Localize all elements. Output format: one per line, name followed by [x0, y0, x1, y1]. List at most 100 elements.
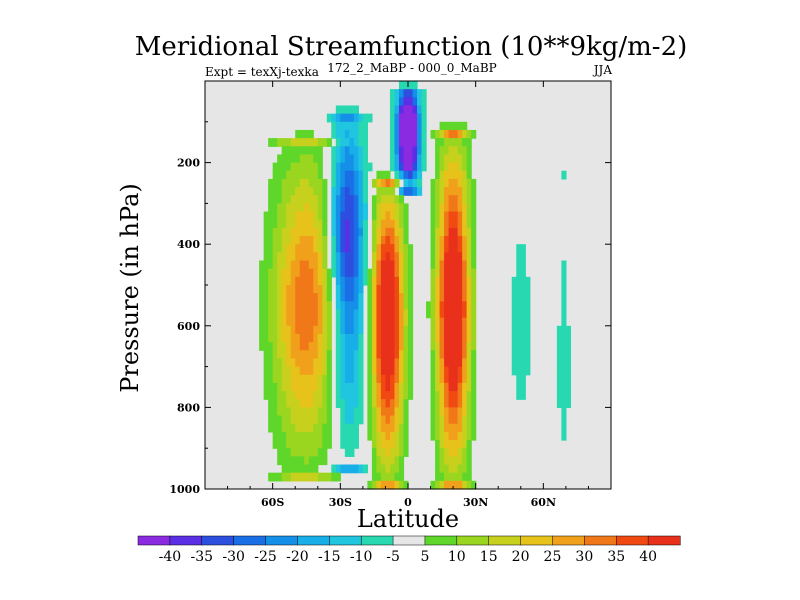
contour-cell [295, 178, 301, 188]
contour-cell [435, 440, 441, 449]
contour-cell [313, 382, 319, 392]
contour-cell [281, 317, 287, 327]
contour-cell [317, 170, 323, 180]
contour-cell [335, 260, 341, 270]
contour-cell [304, 391, 310, 400]
contour-cell [349, 138, 355, 147]
contour-cell [322, 366, 328, 376]
contour-cell [403, 415, 409, 425]
contour-cell [349, 211, 355, 221]
contour-cell [268, 407, 274, 417]
contour-cell [349, 227, 355, 237]
contour-cell [367, 480, 373, 490]
contour-cell [277, 407, 283, 417]
contour-cell [335, 178, 341, 188]
contour-cell [525, 293, 531, 302]
contour-cell [308, 293, 314, 302]
contour-cell [389, 252, 396, 262]
contour-cell [462, 129, 468, 139]
contour-cell [453, 195, 459, 204]
contour-cell [457, 325, 463, 335]
contour-cell [353, 415, 359, 425]
contour-cell [317, 244, 323, 253]
contour-cell [462, 448, 468, 457]
contour-cell [448, 170, 454, 180]
contour-cell [417, 105, 423, 115]
contour-cell [268, 276, 274, 286]
contour-cell [304, 203, 310, 213]
contour-cell [394, 464, 400, 474]
contour-cell [295, 285, 301, 294]
contour-cell [453, 252, 459, 262]
contour-cell [520, 374, 526, 384]
contour-cell [444, 399, 450, 408]
contour-cell [353, 129, 359, 139]
contour-cell [304, 244, 310, 253]
contour-cell [471, 236, 477, 245]
contour-cell [317, 203, 323, 213]
contour-cell [466, 219, 472, 229]
contour-cell [349, 309, 355, 319]
contour-cell [565, 366, 571, 376]
contour-cell [326, 268, 332, 278]
contour-cell [281, 309, 287, 319]
contour-cell [453, 138, 459, 147]
contour-cell [439, 211, 445, 221]
contour-cell [453, 309, 459, 319]
contour-cell [444, 350, 450, 360]
contour-cell [313, 138, 319, 147]
contour-cell [349, 203, 355, 213]
contour-cell [308, 252, 314, 262]
contour-cell [471, 301, 477, 311]
contour-cell [421, 162, 427, 172]
contour-cell [277, 382, 283, 392]
contour-cell [453, 301, 459, 311]
contour-cell [353, 342, 359, 351]
contour-cell [403, 309, 409, 319]
contour-cell [344, 146, 350, 156]
contour-cell [272, 382, 278, 392]
contour-cell [448, 260, 454, 270]
contour-cell [358, 276, 364, 286]
contour-cell [326, 472, 332, 482]
contour-cell [353, 333, 359, 343]
contour-cell [290, 154, 296, 164]
contour-cell [317, 211, 323, 221]
contour-cell [317, 162, 323, 172]
contour-cell [295, 154, 301, 164]
contour-cell [444, 285, 450, 294]
contour-cell [308, 382, 314, 392]
contour-cell [471, 407, 477, 417]
contour-cell [295, 170, 301, 180]
contour-cell [349, 358, 355, 368]
y-tick-label: 600 [177, 320, 200, 333]
contour-cell [268, 358, 274, 368]
contour-cell [335, 170, 341, 180]
contour-cell [380, 342, 387, 351]
contour-cell [471, 391, 477, 400]
contour-cell [430, 333, 436, 343]
contour-cell [344, 113, 350, 123]
contour-cell [281, 464, 287, 474]
contour-cell [457, 227, 463, 237]
contour-cell [326, 407, 332, 417]
contour-cell [435, 301, 441, 311]
colorbar-swatch [169, 535, 203, 546]
contour-cell [295, 227, 301, 237]
contour-cell [340, 317, 346, 327]
contour-cell [435, 309, 441, 319]
contour-cell [308, 342, 314, 351]
contour-cell [389, 301, 396, 311]
contour-cell [259, 309, 265, 319]
contour-cell [444, 366, 450, 376]
contour-cell [335, 350, 341, 360]
contour-cell [389, 293, 396, 302]
contour-cell [263, 366, 269, 376]
contour-cell [268, 138, 274, 147]
colorbar-swatch [488, 535, 522, 546]
contour-cell [340, 325, 346, 335]
contour-cell [340, 399, 346, 408]
colorbar-swatch [615, 535, 649, 546]
contour-cell [466, 480, 472, 490]
contour-cell [353, 227, 359, 237]
